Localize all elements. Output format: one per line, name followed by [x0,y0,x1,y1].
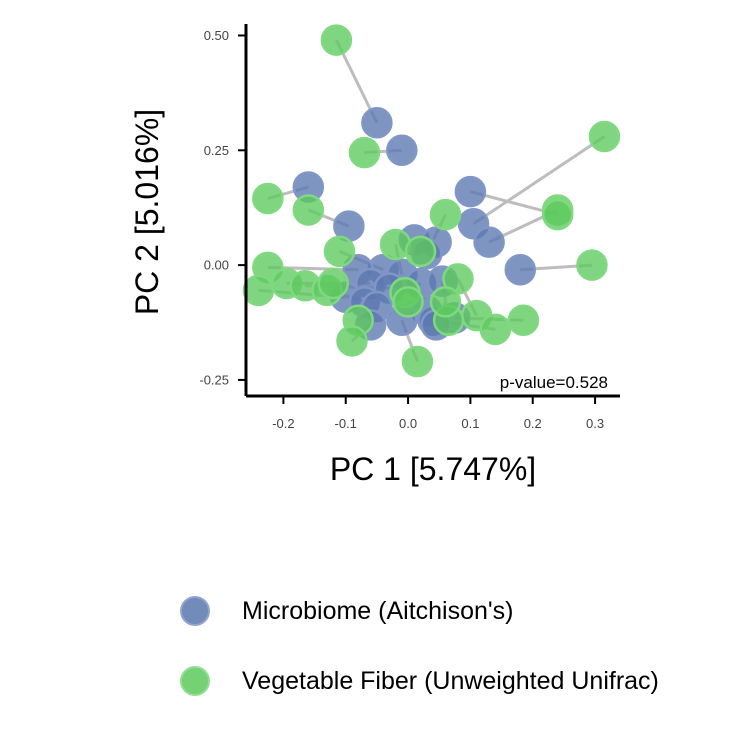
vegetable-fiber-point [323,235,356,268]
y-tick-label: 0.25 [204,143,229,158]
vegetable-fiber-point [429,198,462,231]
x-tick-label: -0.1 [335,416,357,431]
vegetable-fiber-point [348,136,381,169]
vegetable-fiber-point [401,345,434,378]
legend-label-microbiome: Microbiome (Aitchison's) [242,596,514,625]
legend-swatch-vegetable-fiber [180,666,210,696]
vegetable-fiber-point [242,274,275,307]
vegetable-fiber-point [292,194,325,226]
microbiome-point [361,106,393,139]
microbiome-point [454,175,487,208]
legend: Microbiome (Aitchison's) Vegetable Fiber… [180,576,659,716]
ticks-layer: -0.2 -0.1 0.0 0.1 0.2 0.3 -0.25 0.00 0.25 0.50 [199,28,604,431]
y-tick-label: -0.25 [199,372,229,387]
x-tick-label: -0.2 [272,416,294,431]
vegetable-fiber-point [507,304,540,336]
legend-item-microbiome: Microbiome (Aitchison's) [180,576,659,646]
points-layer [242,24,621,378]
vegetable-fiber-point [336,325,368,357]
y-tick-label: 0.50 [204,28,229,43]
legend-label-vegetable-fiber: Vegetable Fiber (Unweighted Unifrac) [242,666,659,695]
x-tick-label: 0.0 [399,416,417,431]
vegetable-fiber-point [392,286,424,318]
x-tick-label: 0.1 [461,416,479,431]
axes-layer [244,24,620,398]
x-tick-label: 0.3 [586,416,604,431]
pair-connector-line [472,135,606,226]
microbiome-point [473,226,505,258]
legend-item-vegetable-fiber: Vegetable Fiber (Unweighted Unifrac) [180,646,659,716]
vegetable-fiber-point [317,267,350,300]
vegetable-fiber-point [252,182,284,215]
x-tick-label: 0.2 [524,416,542,431]
microbiome-point [386,134,418,167]
vegetable-fiber-point [404,235,437,268]
vegetable-fiber-point [429,286,462,318]
y-axis-label: PC 2 [5.016%] [129,109,165,315]
vegetable-fiber-point [541,198,574,231]
legend-swatch-microbiome [180,596,210,626]
x-axis-label: PC 1 [5.747%] [330,451,536,487]
vegetable-fiber-point [320,24,353,56]
y-tick-label: 0.00 [204,258,229,273]
p-value-annotation: p-value=0.528 [500,373,608,392]
vegetable-fiber-point [479,313,512,346]
vegetable-fiber-point [576,249,608,281]
microbiome-point [504,253,537,286]
vegetable-fiber-point [588,120,621,153]
